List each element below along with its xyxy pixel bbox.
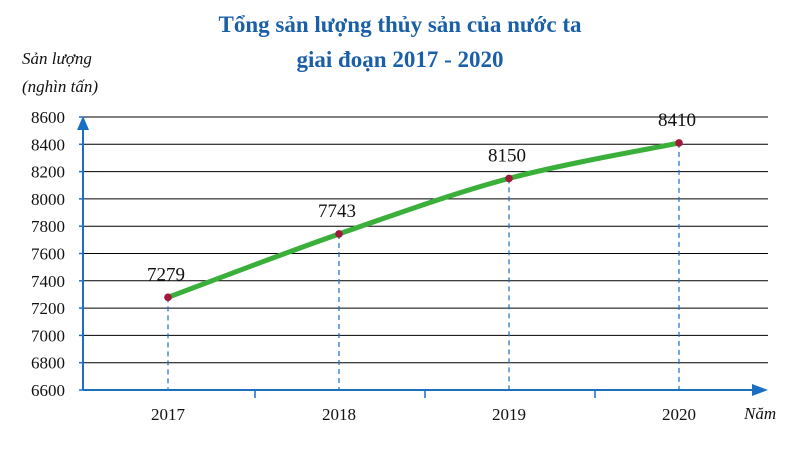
y-tick-label-8000: 8000 [31, 190, 65, 209]
y-axis-label-line-2: (nghìn tấn) [22, 77, 98, 96]
data-label-2019: 8150 [488, 145, 526, 166]
series-line-group [165, 140, 682, 300]
x-axis-arrow-icon [752, 384, 768, 396]
y-axis-label-line-1: Sản lượng [22, 49, 92, 68]
data-point-2018 [335, 230, 343, 238]
axes [77, 116, 768, 398]
data-label-2017: 7279 [147, 264, 185, 285]
data-point-2017 [164, 293, 172, 302]
x-tick-label-2018: 2018 [322, 405, 356, 424]
data-label-2020: 8410 [658, 110, 696, 131]
x-tick-label-2019: 2019 [492, 405, 526, 424]
y-tick-label-8200: 8200 [31, 163, 65, 182]
y-tick-label-7400: 7400 [31, 272, 65, 291]
series-line [165, 140, 682, 300]
y-tick-label-7600: 7600 [31, 245, 65, 264]
data-label-2018: 7743 [318, 201, 356, 222]
chart-title-line-2: giai đoạn 2017 - 2020 [296, 47, 503, 72]
y-tick-label-6800: 6800 [31, 354, 65, 373]
y-tick-label-8400: 8400 [31, 135, 65, 154]
x-tick-label-2017: 2017 [151, 405, 186, 424]
x-axis-label: Năm [743, 404, 776, 423]
data-point-2019 [505, 174, 513, 183]
chart-title-line-1: Tổng sản lượng thủy sản của nước ta [218, 12, 582, 37]
y-tick-label-7000: 7000 [31, 326, 65, 345]
data-point-2020 [675, 139, 683, 147]
y-tick-labels: 6600 6800 7000 7200 7400 7600 7800 8000 8200 8400… [31, 108, 65, 400]
grid-lines [83, 116, 768, 364]
x-tick-label-2020: 2020 [662, 405, 696, 424]
y-tick-label-8600: 8600 [31, 108, 65, 127]
y-tick-label-7200: 7200 [31, 299, 65, 318]
data-labels: 7279 7743 8150 8410 [147, 110, 696, 285]
guide-lines [167, 142, 680, 390]
y-tick-label-6600: 6600 [31, 381, 65, 400]
x-tick-labels: 2017 2018 2019 2020 [151, 405, 696, 424]
y-axis-arrow-icon [77, 116, 89, 130]
data-points [164, 139, 683, 302]
y-tick-label-7800: 7800 [31, 217, 65, 236]
